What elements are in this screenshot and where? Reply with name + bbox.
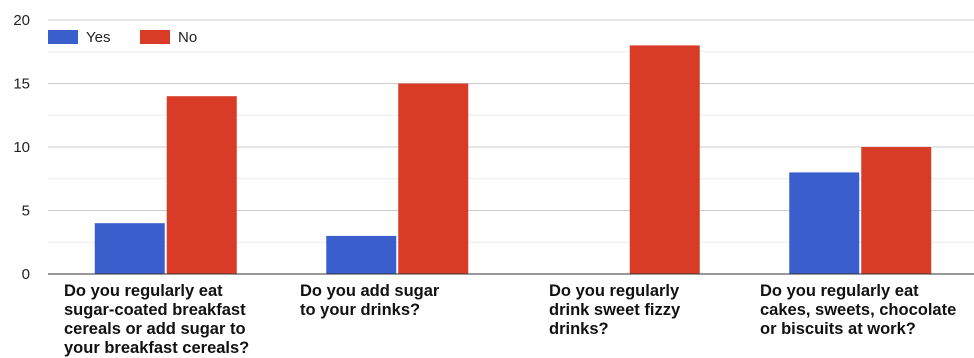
x-category-label-line: to your drinks? xyxy=(300,301,421,319)
bar-no xyxy=(398,83,469,274)
x-category-label-line: Do you regularly eat xyxy=(64,282,223,300)
legend-swatch-yes xyxy=(48,30,78,44)
bars xyxy=(94,45,932,275)
legend-swatch-no xyxy=(140,30,170,44)
x-category-label-line: Do you add sugar xyxy=(300,282,440,300)
x-category-label-line: cereals or add sugar to xyxy=(64,320,246,338)
bar-no xyxy=(166,96,237,274)
x-category-label: Do you regularly drink sweet fizzy drinks? xyxy=(549,282,680,339)
x-category-label-line: Do you regularly eat xyxy=(760,282,919,300)
y-tick-label: 0 xyxy=(22,266,30,283)
bar-yes xyxy=(326,235,397,274)
x-category-label-line: or biscuits at work? xyxy=(760,320,916,338)
y-axis-tick-labels: 0 5 10 15 20 xyxy=(13,12,30,283)
bar-yes xyxy=(789,172,860,274)
x-category-label-line: drink sweet fizzy xyxy=(549,301,681,319)
legend-label-no: No xyxy=(178,29,197,46)
x-category-label-line: sugar-coated breakfast xyxy=(64,301,246,319)
y-tick-label: 10 xyxy=(13,139,30,156)
y-tick-label: 20 xyxy=(13,12,30,29)
x-category-label-line: drinks? xyxy=(549,320,609,338)
x-category-label: Do you add sugar to your drinks? xyxy=(300,282,439,320)
y-tick-label: 5 xyxy=(22,203,30,220)
legend-label-yes: Yes xyxy=(86,29,110,46)
y-tick-label: 15 xyxy=(13,76,30,93)
bar-no xyxy=(861,147,932,274)
bar-no xyxy=(629,45,700,275)
x-category-label: Do you regularly eat sugar-coated breakfa… xyxy=(64,282,249,358)
x-category-label-line: cakes, sweets, chocolate xyxy=(760,301,957,319)
x-category-label-line: Do you regularly xyxy=(549,282,680,300)
x-category-label-line: your breakfast cereals? xyxy=(64,339,250,357)
legend: Yes No xyxy=(48,29,197,46)
x-category-label: Do you regularly eat cakes, sweets, choco… xyxy=(760,282,956,339)
bar-yes xyxy=(94,223,165,274)
